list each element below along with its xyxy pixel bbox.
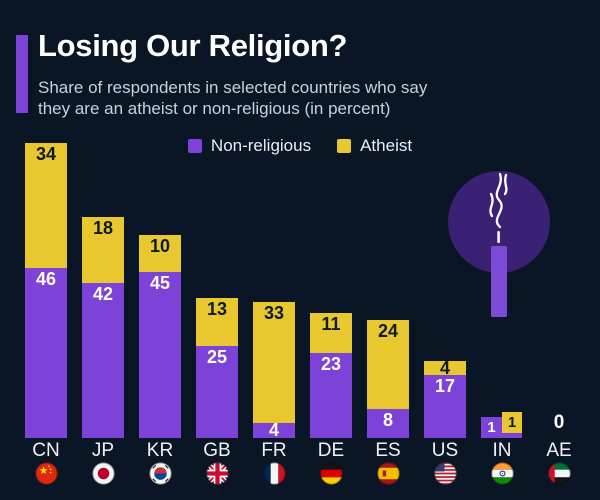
bar-segment-atheist: 11 <box>310 312 352 354</box>
category-label-de: DE <box>317 440 345 461</box>
bar-segment-nonreligious: 25 <box>196 345 238 438</box>
smoke-icon <box>489 172 508 229</box>
value-label-nonreligious-in: 1 <box>481 417 502 438</box>
value-label-atheist: 11 <box>321 313 341 334</box>
flag-icon-gb <box>205 462 229 485</box>
value-label-nonreligious: 42 <box>92 284 114 305</box>
title-accent-bar <box>16 35 28 113</box>
value-label-atheist: 34 <box>35 144 57 164</box>
bar-segment-nonreligious: 46 <box>25 268 67 438</box>
candle-wick <box>497 231 500 243</box>
bar-segment-atheist: 18 <box>82 216 124 284</box>
bar-column-jp: 18 42 <box>82 216 124 438</box>
bar-segment-nonreligious <box>502 433 522 438</box>
bar-segment-atheist: 4 <box>424 357 466 378</box>
category-label-us: US <box>431 440 459 461</box>
bar-column-es: 24 8 <box>367 320 409 438</box>
extinguished-candle-illustration <box>448 171 550 317</box>
value-label-nonreligious: 45 <box>149 273 171 294</box>
page-title: Losing Our Religion? <box>38 28 348 63</box>
bar-column-kr: 10 45 <box>139 235 181 438</box>
category-label-ae: AE <box>546 440 572 461</box>
category-label-gb: GB <box>203 440 231 461</box>
flag-icon-kr <box>148 462 172 485</box>
legend-swatch-atheist <box>337 139 352 153</box>
value-label-atheist: 4 <box>439 357 450 378</box>
flag-icon-us <box>433 462 457 485</box>
bar-segment-atheist: 34 <box>25 143 67 269</box>
bar-column-us: 4 17 <box>424 357 466 438</box>
value-label-atheist-in: 1 <box>502 412 522 433</box>
bar-column-gb: 13 25 <box>196 297 238 438</box>
value-label-nonreligious: 4 <box>268 420 279 441</box>
category-label-kr: KR <box>146 440 174 461</box>
value-label-nonreligious: 46 <box>35 269 57 290</box>
value-label-atheist: 18 <box>92 217 114 238</box>
value-label-atheist: 33 <box>263 302 285 323</box>
flag-icon-es <box>376 462 400 485</box>
value-label-nonreligious: 23 <box>320 354 342 375</box>
candle-backdrop-circle <box>448 171 550 273</box>
bar-segment-nonreligious: 45 <box>139 272 181 438</box>
category-label-fr: FR <box>261 440 287 461</box>
bar-column-fr: 33 4 <box>253 301 295 441</box>
legend-item-nonreligious: Non-religious <box>187 136 312 156</box>
bar-segment-atheist: 13 <box>196 297 238 346</box>
legend-swatch-nonreligious <box>187 139 202 153</box>
subtitle-line-2: they are an atheist or non-religious (in… <box>38 99 391 118</box>
value-label-atheist: 10 <box>149 236 171 257</box>
subtitle-line-1: Share of respondents in selected countri… <box>38 78 428 97</box>
legend-label-nonreligious: Non-religious <box>210 136 312 155</box>
bar-segment-nonreligious: 8 <box>367 408 409 438</box>
legend-item-atheist: Atheist <box>337 136 412 156</box>
bar-segment-nonreligious: 17 <box>424 375 466 438</box>
category-label-cn: CN <box>32 440 60 461</box>
bar-segment-atheist: 33 <box>253 301 295 424</box>
flag-icon-jp <box>91 462 115 485</box>
bar-segment-nonreligious: 42 <box>82 283 124 438</box>
bar-segment-atheist: 10 <box>139 235 181 273</box>
flag-icon-in <box>490 462 514 485</box>
flag-icon-de <box>319 462 343 485</box>
flag-icon-cn <box>34 462 58 485</box>
bar-segment-atheist: 24 <box>367 320 409 409</box>
category-label-es: ES <box>375 440 401 461</box>
bar-segment-nonreligious: 4 <box>253 420 295 441</box>
bar-segment-nonreligious: 23 <box>310 353 352 438</box>
bar-column-cn: 34 46 <box>25 143 67 438</box>
candle-body <box>491 246 507 317</box>
value-label-atheist: 13 <box>206 298 228 319</box>
flag-icon-fr <box>262 462 286 485</box>
category-label-jp: JP <box>91 440 115 461</box>
legend: Non-religious Atheist <box>0 136 600 156</box>
zero-value-label-ae: 0 <box>553 412 565 433</box>
subtitle: Share of respondents in selected countri… <box>38 77 427 119</box>
value-label-nonreligious: 17 <box>434 376 456 397</box>
legend-label-atheist: Atheist <box>360 136 413 155</box>
value-label-nonreligious: 25 <box>206 346 228 367</box>
value-label-nonreligious: 8 <box>382 409 393 430</box>
category-label-in: IN <box>492 440 512 461</box>
flag-icon-ae <box>547 462 571 485</box>
bar-column-de: 11 23 <box>310 312 352 438</box>
value-label-atheist: 24 <box>377 321 399 341</box>
